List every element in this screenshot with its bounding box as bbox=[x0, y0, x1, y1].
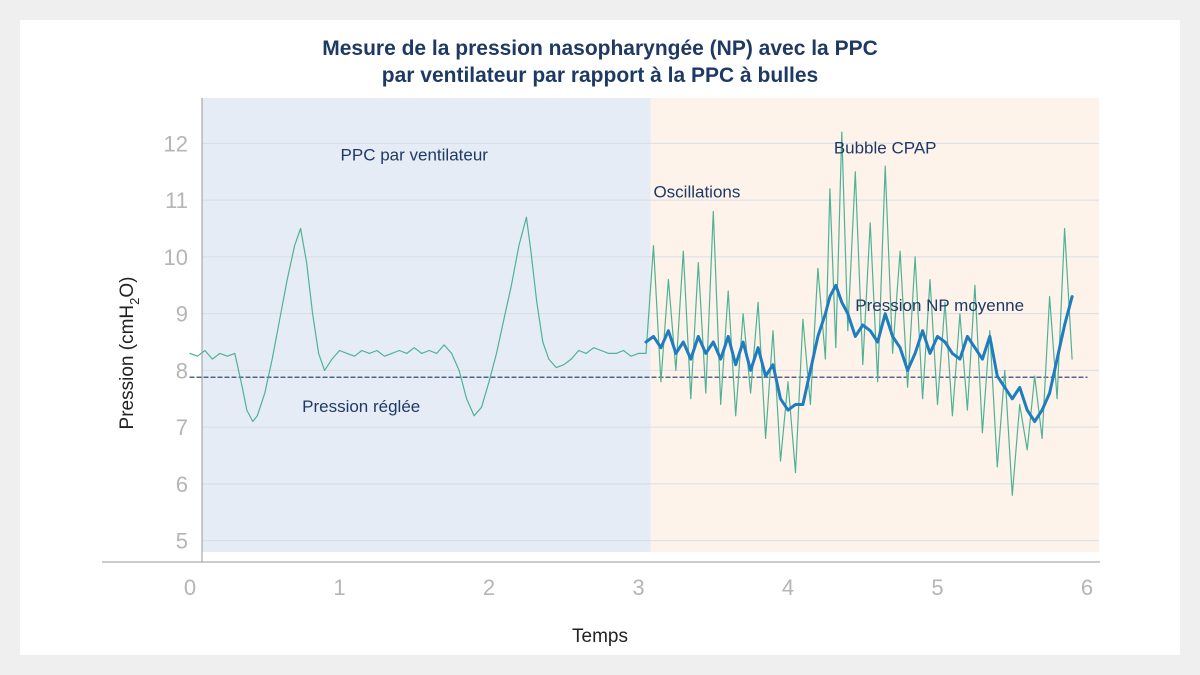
series-oscillations bbox=[645, 131, 1073, 496]
x-tick-label: 6 bbox=[1081, 575, 1093, 600]
annotation-label: Pression NP moyenne bbox=[855, 296, 1024, 315]
annotation-label: PPC par ventilateur bbox=[341, 145, 489, 164]
y-tick-label: 6 bbox=[176, 472, 188, 497]
y-axis-label: Pression (cmH2O) bbox=[117, 277, 142, 430]
y-tick-label: 7 bbox=[176, 415, 188, 440]
annotation-label: Bubble CPAP bbox=[834, 139, 937, 158]
series-ppc-par-ventilateur bbox=[189, 216, 647, 423]
region-background bbox=[202, 98, 651, 552]
y-tick-label: 10 bbox=[164, 245, 188, 270]
x-tick-label: 5 bbox=[931, 575, 943, 600]
chart-title-line: Mesure de la pression nasopharyngée (NP)… bbox=[322, 37, 878, 60]
x-tick-label: 0 bbox=[184, 575, 196, 600]
y-tick-label: 9 bbox=[176, 302, 188, 327]
y-tick-label: 5 bbox=[176, 529, 188, 554]
series-pression-np-moyenne bbox=[644, 283, 1074, 423]
x-tick-label: 2 bbox=[483, 575, 495, 600]
chart-svg: Mesure de la pression nasopharyngée (NP)… bbox=[102, 37, 1100, 647]
annotation-label: Pression réglée bbox=[302, 397, 420, 416]
x-axis-label: Temps bbox=[572, 626, 628, 647]
x-tick-label: 1 bbox=[333, 575, 345, 600]
x-tick-label: 4 bbox=[782, 575, 794, 600]
y-tick-label: 8 bbox=[176, 358, 188, 383]
y-tick-label: 11 bbox=[165, 188, 188, 213]
y-tick-label: 12 bbox=[164, 131, 188, 156]
annotation-label: Oscillations bbox=[653, 182, 740, 201]
chart-card: Mesure de la pression nasopharyngée (NP)… bbox=[20, 20, 1180, 655]
chart-title-line: par ventilateur par rapport à la PPC à b… bbox=[382, 64, 818, 87]
x-tick-label: 3 bbox=[632, 575, 644, 600]
